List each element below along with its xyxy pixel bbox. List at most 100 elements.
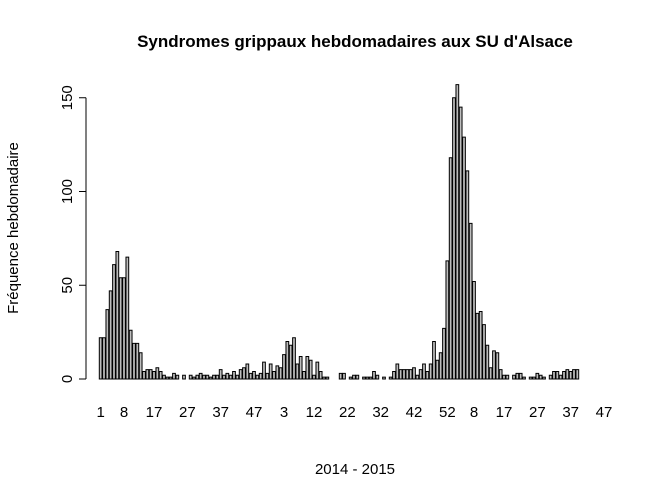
bar <box>505 374 510 380</box>
y-tick-label: 150 <box>59 85 76 110</box>
bar <box>355 374 360 380</box>
x-tick-label: 12 <box>306 404 323 421</box>
bar <box>528 376 533 380</box>
y-axis: 0 50 100 150 <box>59 85 87 383</box>
x-tick-label: 22 <box>339 404 356 421</box>
bar <box>405 369 410 380</box>
bar <box>218 369 223 380</box>
bar <box>118 277 123 380</box>
x-tick-label: 37 <box>212 404 229 421</box>
x-tick-label: 47 <box>246 404 263 421</box>
bar <box>455 84 460 380</box>
bar <box>272 371 276 380</box>
bar <box>395 363 400 380</box>
x-tick-label: 47 <box>596 404 613 421</box>
bar <box>155 367 160 380</box>
x-tick-label: 17 <box>146 404 163 421</box>
bar <box>158 371 163 380</box>
bar <box>498 369 503 380</box>
bar <box>265 372 270 380</box>
bar <box>115 251 120 380</box>
bar <box>452 97 456 380</box>
bar <box>322 376 326 380</box>
bar <box>138 352 143 380</box>
bar <box>125 256 130 380</box>
bar <box>425 371 430 380</box>
bar <box>152 371 156 380</box>
bar <box>242 367 246 380</box>
bar <box>375 374 380 380</box>
bar <box>168 376 173 380</box>
bar <box>252 371 256 380</box>
y-axis-label: Fréquence hebdomadaire <box>5 142 22 314</box>
bar <box>472 281 476 380</box>
x-tick-label: 52 <box>439 404 456 421</box>
bar <box>428 363 433 380</box>
bar <box>522 376 526 380</box>
bar <box>402 369 406 380</box>
bar <box>465 170 470 380</box>
bar <box>448 157 453 380</box>
bar <box>295 363 300 380</box>
bar <box>482 324 486 380</box>
bar <box>202 374 206 380</box>
bar <box>312 374 316 380</box>
bar <box>468 222 473 380</box>
bar <box>192 376 196 380</box>
bar <box>302 371 306 380</box>
bar <box>228 374 233 380</box>
bar <box>548 374 553 380</box>
bar <box>142 371 146 380</box>
bar <box>485 344 490 380</box>
bar <box>212 374 216 380</box>
y-tick-label: 100 <box>59 179 76 204</box>
bar <box>162 374 166 380</box>
bar <box>182 374 186 380</box>
bar <box>558 374 563 380</box>
x-tick-label: 27 <box>529 404 546 421</box>
bar <box>128 329 133 380</box>
bar <box>112 264 116 380</box>
bar <box>538 374 543 380</box>
bar <box>248 372 253 380</box>
bar <box>278 367 283 380</box>
bar <box>555 371 560 380</box>
bar <box>308 359 313 380</box>
bar <box>188 374 193 380</box>
x-tick-label: 42 <box>406 404 423 421</box>
bar <box>572 369 576 380</box>
bar <box>458 106 463 380</box>
bar <box>235 374 240 380</box>
bar <box>102 337 106 380</box>
bar <box>535 372 540 380</box>
bars-group <box>98 84 580 380</box>
bar <box>245 363 250 380</box>
x-tick-label: 8 <box>120 404 128 421</box>
bar <box>315 361 320 380</box>
x-tick-label: 17 <box>496 404 513 421</box>
bar <box>365 376 370 380</box>
x-tick-label: 8 <box>470 404 478 421</box>
bar <box>435 359 440 380</box>
bar <box>292 337 296 380</box>
bar <box>398 369 403 380</box>
bar <box>565 369 570 380</box>
bar <box>382 376 386 380</box>
bar <box>422 363 426 380</box>
bar <box>258 372 263 380</box>
bar <box>105 309 110 380</box>
bar <box>175 374 180 380</box>
bar <box>165 376 170 380</box>
bar <box>362 376 366 380</box>
bar <box>532 376 536 380</box>
bar <box>98 337 103 380</box>
bar <box>148 369 153 380</box>
bar <box>215 374 220 380</box>
bar <box>108 290 113 380</box>
bar <box>372 371 376 380</box>
bar <box>445 260 450 380</box>
bar <box>262 361 266 380</box>
bar <box>475 312 480 380</box>
bar <box>408 369 413 380</box>
